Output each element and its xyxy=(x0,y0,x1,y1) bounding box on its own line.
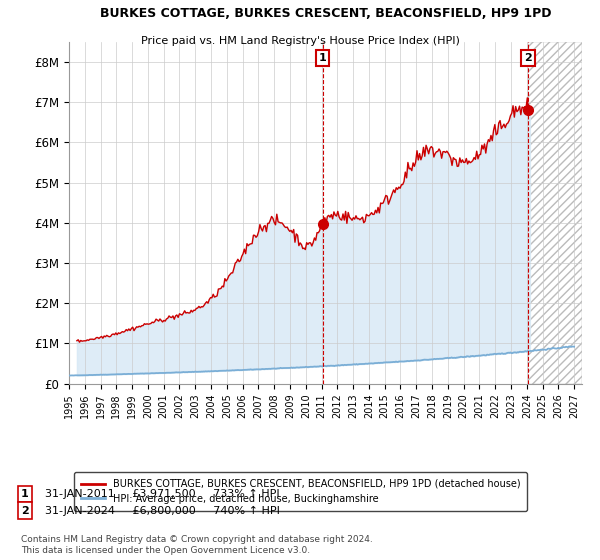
Bar xyxy=(528,42,582,384)
Text: 1: 1 xyxy=(319,53,326,63)
Text: 2: 2 xyxy=(21,506,29,516)
Text: Price paid vs. HM Land Registry's House Price Index (HPI): Price paid vs. HM Land Registry's House … xyxy=(140,36,460,46)
Text: Contains HM Land Registry data © Crown copyright and database right 2024.
This d: Contains HM Land Registry data © Crown c… xyxy=(21,535,373,554)
Title: BURKES COTTAGE, BURKES CRESCENT, BEACONSFIELD, HP9 1PD: BURKES COTTAGE, BURKES CRESCENT, BEACONS… xyxy=(100,7,551,20)
Legend: BURKES COTTAGE, BURKES CRESCENT, BEACONSFIELD, HP9 1PD (detached house), HPI: Av: BURKES COTTAGE, BURKES CRESCENT, BEACONS… xyxy=(74,472,527,511)
Text: 31-JAN-2024     £6,800,000     740% ↑ HPI: 31-JAN-2024 £6,800,000 740% ↑ HPI xyxy=(45,506,280,516)
Text: 2: 2 xyxy=(524,53,532,63)
Text: 31-JAN-2011     £3,971,500     733% ↑ HPI: 31-JAN-2011 £3,971,500 733% ↑ HPI xyxy=(45,489,280,499)
Text: 1: 1 xyxy=(21,489,29,499)
